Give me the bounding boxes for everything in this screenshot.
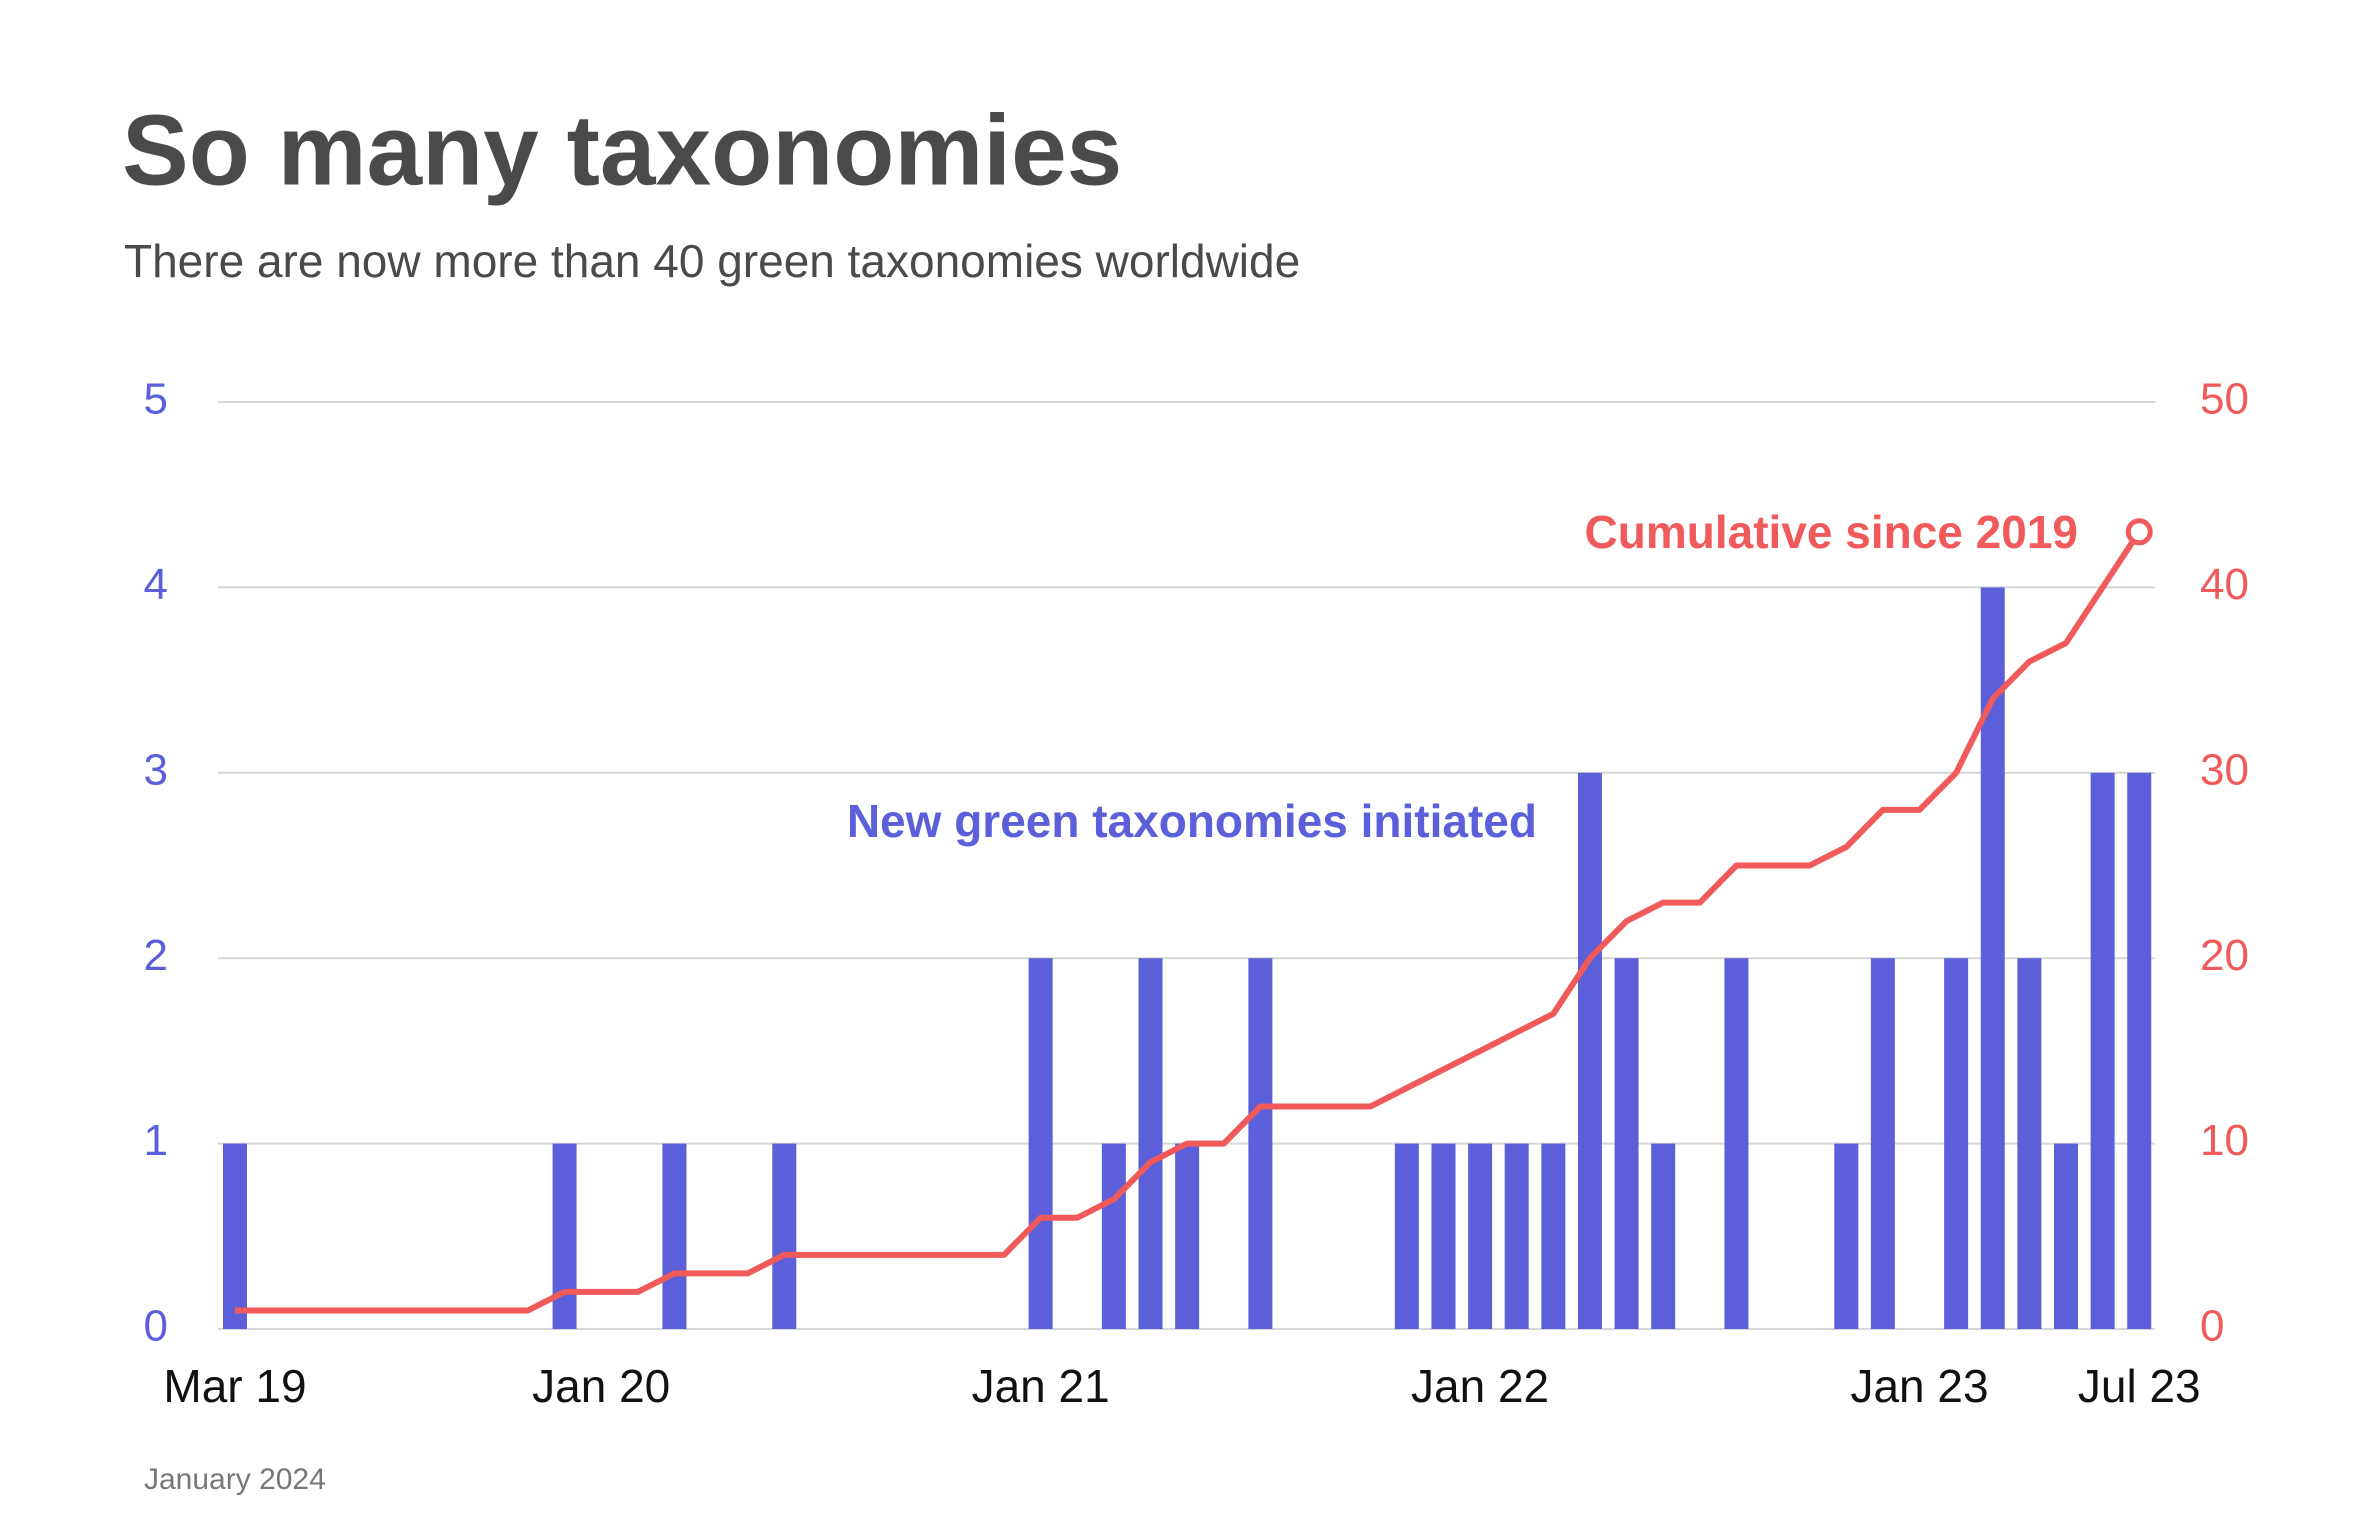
- bar: [2127, 772, 2152, 1329]
- bar: [1138, 958, 1163, 1329]
- bar: [1394, 1143, 1419, 1329]
- bar: [1834, 1143, 1859, 1329]
- series-label: New green taxonomies initiated: [847, 795, 1537, 847]
- y-tick-label: 2: [144, 931, 168, 980]
- y2-tick-label: 30: [2200, 745, 2249, 794]
- y2-tick-label: 40: [2200, 560, 2249, 609]
- series-label: Cumulative since 2019: [1585, 506, 2078, 558]
- bar: [1870, 958, 1895, 1329]
- bar: [1577, 772, 1602, 1329]
- chart-subtitle: There are now more than 40 green taxonom…: [124, 235, 1300, 287]
- bar: [1614, 958, 1639, 1329]
- bar: [1651, 1143, 1676, 1329]
- y2-tick-label: 50: [2200, 375, 2249, 424]
- x-tick-label: Jan 21: [972, 1360, 1110, 1412]
- x-tick-label: Mar 19: [163, 1360, 306, 1412]
- bar: [1248, 958, 1273, 1329]
- y-tick-label: 0: [144, 1302, 168, 1351]
- end-marker: [2125, 518, 2153, 546]
- y2-tick-label: 0: [2200, 1302, 2224, 1351]
- bar: [772, 1143, 797, 1329]
- bar: [1028, 958, 1053, 1329]
- bar: [1468, 1143, 1493, 1329]
- bar: [1504, 1143, 1529, 1329]
- bar: [1101, 1143, 1126, 1329]
- bar: [552, 1143, 577, 1329]
- bar: [2054, 1143, 2078, 1329]
- y2-tick-label: 20: [2200, 931, 2249, 980]
- bar: [662, 1143, 687, 1329]
- x-tick-label: Jan 20: [532, 1360, 670, 1412]
- bar: [1944, 958, 1969, 1329]
- y-tick-label: 4: [144, 560, 168, 609]
- y-tick-label: 3: [144, 745, 168, 794]
- y-tick-label: 5: [144, 375, 168, 424]
- bar: [1541, 1143, 1566, 1329]
- line: [235, 530, 2142, 1314]
- bar: [2090, 772, 2115, 1329]
- x-tick-label: Jan 22: [1411, 1360, 1549, 1412]
- bar: [223, 1143, 247, 1329]
- bar: [1431, 1143, 1456, 1329]
- x-tick-label: Jan 23: [1850, 1360, 1988, 1412]
- y-tick-label: 1: [144, 1116, 168, 1165]
- x-tick-label: Jul 23: [2078, 1360, 2201, 1412]
- footnote: January 2024: [144, 1463, 326, 1496]
- bar: [1724, 958, 1749, 1329]
- chart-title: So many taxonomies: [122, 94, 1122, 206]
- bar: [2017, 958, 2042, 1329]
- y2-tick-label: 10: [2200, 1116, 2249, 1165]
- bar: [1175, 1143, 1200, 1329]
